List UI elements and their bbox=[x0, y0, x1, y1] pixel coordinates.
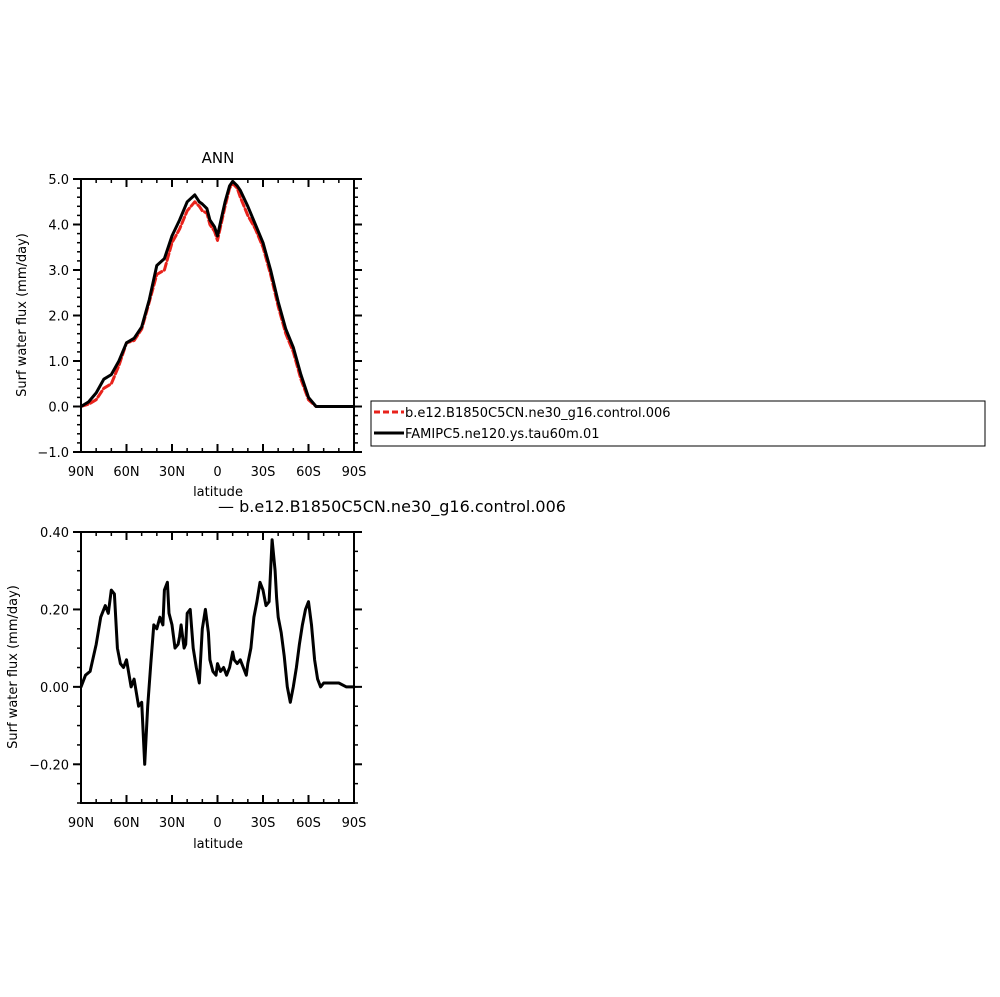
bottom-x-tick-label: 30N bbox=[159, 816, 185, 831]
bottom-axes: 90N 60N 30N 0 30S 60S 90S −0.20 0.00 0.20 0.40 bbox=[29, 526, 366, 831]
bottom-x-tick-label: 0 bbox=[213, 816, 221, 831]
bottom-x-tick-label: 90S bbox=[342, 816, 367, 831]
bottom-series-group bbox=[79, 538, 356, 766]
legend-box bbox=[370, 400, 986, 447]
bottom-x-tick-label: 60S bbox=[296, 816, 321, 831]
top-y-axis-label: Surf water flux (mm/day) bbox=[15, 233, 30, 397]
bottom-y-axis-label: Surf water flux (mm/day) bbox=[6, 585, 21, 749]
bottom-y-tick-label: 0.00 bbox=[40, 681, 69, 696]
bottom-y-tick-label: 0.20 bbox=[40, 603, 69, 618]
top-panel-title: ANN bbox=[202, 149, 235, 167]
top-y-tick-label: 2.0 bbox=[48, 310, 69, 325]
bottom-x-tick-label: 60N bbox=[113, 816, 139, 831]
bottom-series-line-1 bbox=[79, 538, 356, 766]
top-panel: ANN 90N 60N 30N 0 30S 60S 90S −1.0 0.0 1.0 2.0 3.0 4… bbox=[15, 149, 366, 500]
top-series-line-1 bbox=[79, 182, 356, 408]
top-x-tick-label: 30N bbox=[159, 465, 185, 480]
top-y-tick-label: 1.0 bbox=[48, 355, 69, 370]
bottom-panel-title: — b.e12.B1850C5CN.ne30_g16.control.006 bbox=[218, 497, 566, 517]
legend-label-series-1: b.e12.B1850C5CN.ne30_g16.control.006 bbox=[405, 406, 671, 421]
top-x-tick-label: 90S bbox=[342, 465, 367, 480]
bottom-y-tick-label: −0.20 bbox=[29, 758, 69, 773]
top-series-line-2 bbox=[79, 179, 356, 408]
top-y-tick-label: 0.0 bbox=[48, 401, 69, 416]
top-x-tick-label: 30S bbox=[251, 465, 276, 480]
bottom-x-tick-label: 30S bbox=[251, 816, 276, 831]
legend: b.e12.B1850C5CN.ne30_g16.control.006 FAM… bbox=[370, 400, 986, 447]
top-x-tick-label: 60N bbox=[113, 465, 139, 480]
top-y-tick-label: 4.0 bbox=[48, 219, 69, 234]
top-x-tick-label: 60S bbox=[296, 465, 321, 480]
bottom-x-tick-label: 90N bbox=[68, 816, 94, 831]
top-x-tick-label: 90N bbox=[68, 465, 94, 480]
top-x-tick-label: 0 bbox=[213, 465, 221, 480]
bottom-y-tick-label: 0.40 bbox=[40, 526, 69, 541]
bottom-panel: — b.e12.B1850C5CN.ne30_g16.control.006 9… bbox=[6, 497, 566, 852]
legend-label-series-2: FAMIPC5.ne120.ys.tau60m.01 bbox=[405, 427, 600, 442]
bottom-x-axis-label: latitude bbox=[193, 837, 243, 852]
top-y-tick-label: 3.0 bbox=[48, 264, 69, 279]
top-y-tick-label: 5.0 bbox=[48, 173, 69, 188]
top-axes: 90N 60N 30N 0 30S 60S 90S −1.0 0.0 1.0 2.0 3.0 4.0 5.… bbox=[37, 173, 366, 480]
top-series-group bbox=[79, 179, 356, 408]
top-plot-frame bbox=[80, 178, 355, 453]
top-x-axis-label: latitude bbox=[193, 485, 243, 500]
top-y-tick-label: −1.0 bbox=[37, 446, 69, 461]
